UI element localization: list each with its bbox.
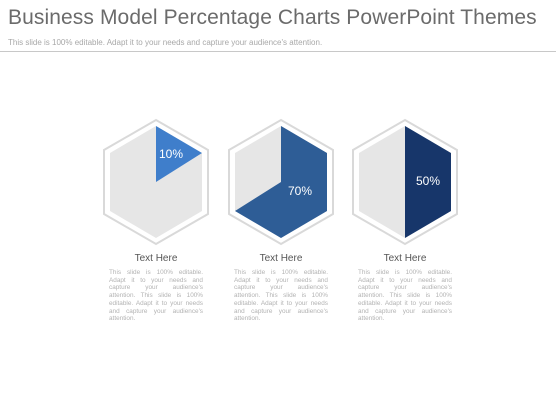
card-body: This slide is 100% editable. Adapt it to…	[358, 269, 452, 323]
hexagon-chart-3: 50%	[352, 118, 458, 246]
card-body: This slide is 100% editable. Adapt it to…	[234, 269, 328, 323]
percentage-label: 70%	[288, 184, 312, 198]
percentage-card-1: 10% Text Here This slide is 100% editabl…	[101, 117, 211, 322]
percentage-segment	[156, 126, 202, 182]
card-heading: Text Here	[383, 253, 427, 264]
hexagon-chart-1: 10%	[103, 118, 209, 246]
percentage-segment	[235, 126, 327, 238]
percentage-label: 10%	[159, 147, 183, 161]
card-heading: Text Here	[134, 253, 178, 264]
percentage-card-3: 50% Text Here This slide is 100% editabl…	[350, 117, 460, 322]
slide-title: Business Model Percentage Charts PowerPo…	[8, 6, 537, 29]
hexagon-chart-2: 70%	[228, 118, 334, 246]
card-heading: Text Here	[259, 253, 303, 264]
percentage-label: 50%	[416, 174, 440, 188]
percentage-segment	[405, 126, 451, 238]
slide-subtitle: This slide is 100% editable. Adapt it to…	[8, 38, 323, 47]
card-body: This slide is 100% editable. Adapt it to…	[109, 269, 203, 323]
title-divider	[0, 51, 556, 52]
percentage-card-2: 70% Text Here This slide is 100% editabl…	[226, 117, 336, 322]
